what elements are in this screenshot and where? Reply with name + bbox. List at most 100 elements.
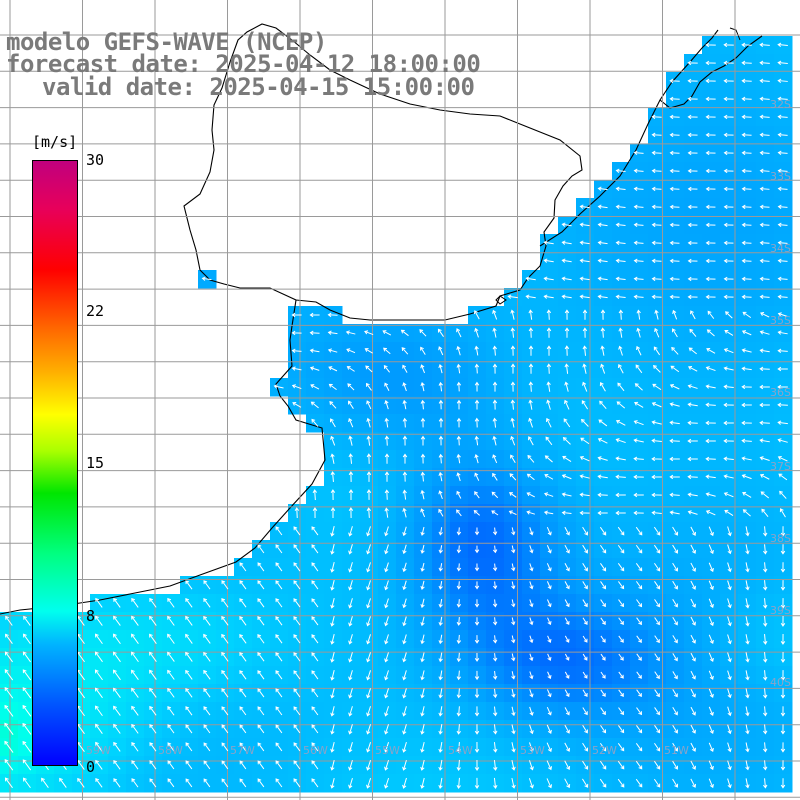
wind-arrow: [402, 471, 408, 482]
wind-arrow: [546, 399, 551, 410]
wind-arrow: [763, 598, 768, 609]
wind-arrows: [4, 42, 788, 790]
wind-arrow: [780, 633, 786, 645]
wind-arrow: [402, 616, 407, 627]
wind-arrow: [293, 652, 301, 662]
wind-arrow: [456, 670, 462, 681]
wind-arrow: [564, 760, 571, 771]
wind-arrow: [474, 581, 480, 590]
wind-arrow: [348, 706, 353, 717]
wind-arrow: [311, 544, 319, 554]
wind-arrow: [651, 240, 662, 246]
wind-arrow: [634, 383, 643, 391]
wind-arrow: [672, 635, 678, 644]
wind-arrow: [330, 453, 335, 464]
wind-arrow: [511, 742, 516, 753]
wind-arrow: [669, 168, 680, 174]
wind-arrow: [402, 562, 407, 573]
wind-arrow: [402, 634, 407, 645]
wind-arrow: [402, 364, 408, 373]
wind-arrow: [291, 348, 302, 354]
wind-arrow: [420, 598, 425, 609]
wind-arrow: [708, 778, 714, 789]
wind-arrow: [384, 580, 389, 591]
wind-arrow: [561, 510, 572, 516]
wind-arrow: [615, 419, 626, 426]
wind-arrow: [741, 78, 752, 84]
wind-arrow: [474, 724, 480, 735]
wind-arrow: [94, 687, 103, 699]
wind-arrow: [257, 634, 265, 644]
wind-arrow: [705, 276, 716, 282]
wind-arrow: [705, 204, 716, 210]
wind-arrow: [291, 330, 302, 336]
wind-arrow: [633, 186, 644, 192]
wind-arrow: [400, 329, 409, 337]
wind-arrow: [651, 294, 662, 300]
wind-arrow: [203, 760, 211, 770]
wind-arrow: [528, 381, 534, 392]
wind-arrow: [759, 132, 770, 138]
wind-arrow: [741, 474, 752, 480]
wind-arrow: [546, 706, 552, 716]
wind-arrow: [762, 706, 768, 717]
wind-arrow: [291, 384, 302, 390]
wind-arrow: [239, 760, 247, 770]
wind-arrow: [201, 276, 212, 281]
wind-arrow: [689, 328, 697, 337]
wind-arrow: [113, 778, 121, 788]
wind-arrow: [510, 309, 515, 320]
wind-arrow: [777, 348, 788, 354]
wind-arrow: [580, 437, 590, 445]
wind-arrow: [366, 435, 371, 446]
wind-arrow: [348, 544, 353, 555]
wind-arrow: [402, 435, 408, 446]
wind-arrow: [582, 635, 588, 643]
wind-arrow: [635, 563, 643, 572]
wind-arrow: [492, 635, 498, 644]
wind-arrow: [723, 402, 734, 408]
wind-arrow: [438, 363, 443, 374]
wind-arrow: [167, 615, 175, 626]
wind-arrow: [597, 276, 608, 281]
wind-arrow: [727, 544, 732, 555]
wind-arrow: [543, 258, 554, 263]
wind-arrow: [402, 489, 407, 500]
wind-arrow: [149, 669, 157, 680]
wind-arrow: [724, 509, 734, 516]
wind-arrow: [474, 635, 480, 644]
wind-arrow: [221, 580, 229, 590]
wind-arrow: [348, 489, 354, 500]
wind-arrow: [23, 777, 31, 789]
lat-label-35s: 35S: [770, 314, 791, 327]
wind-arrow: [527, 454, 535, 463]
wind-arrow: [221, 760, 229, 770]
wind-arrow: [597, 437, 608, 444]
wind-arrow: [384, 634, 389, 645]
wind-arrow: [544, 474, 554, 480]
wind-arrow: [705, 60, 716, 66]
wind-arrow: [474, 472, 480, 481]
wind-arrow: [780, 742, 786, 753]
wind-arrow: [293, 634, 301, 644]
wind-arrow: [564, 526, 570, 536]
wind-arrow: [582, 581, 588, 590]
wind-arrow: [456, 688, 462, 699]
wind-arrow: [456, 417, 462, 428]
wind-arrow: [491, 510, 499, 516]
wind-arrow: [561, 276, 572, 281]
wind-arrow: [600, 309, 606, 320]
wind-arrow: [311, 652, 319, 662]
wind-arrow: [546, 581, 552, 590]
wind-arrow: [654, 742, 661, 752]
wind-arrow: [4, 759, 14, 771]
wind-arrow: [149, 778, 157, 788]
wind-arrow: [456, 724, 461, 735]
wind-arrow: [438, 741, 443, 753]
wind-arrow: [687, 456, 698, 462]
wind-arrow: [745, 706, 750, 717]
wind-arrow: [651, 492, 662, 498]
wind-arrow: [257, 580, 265, 590]
wind-arrow: [708, 634, 714, 645]
wind-arrow: [723, 168, 734, 174]
